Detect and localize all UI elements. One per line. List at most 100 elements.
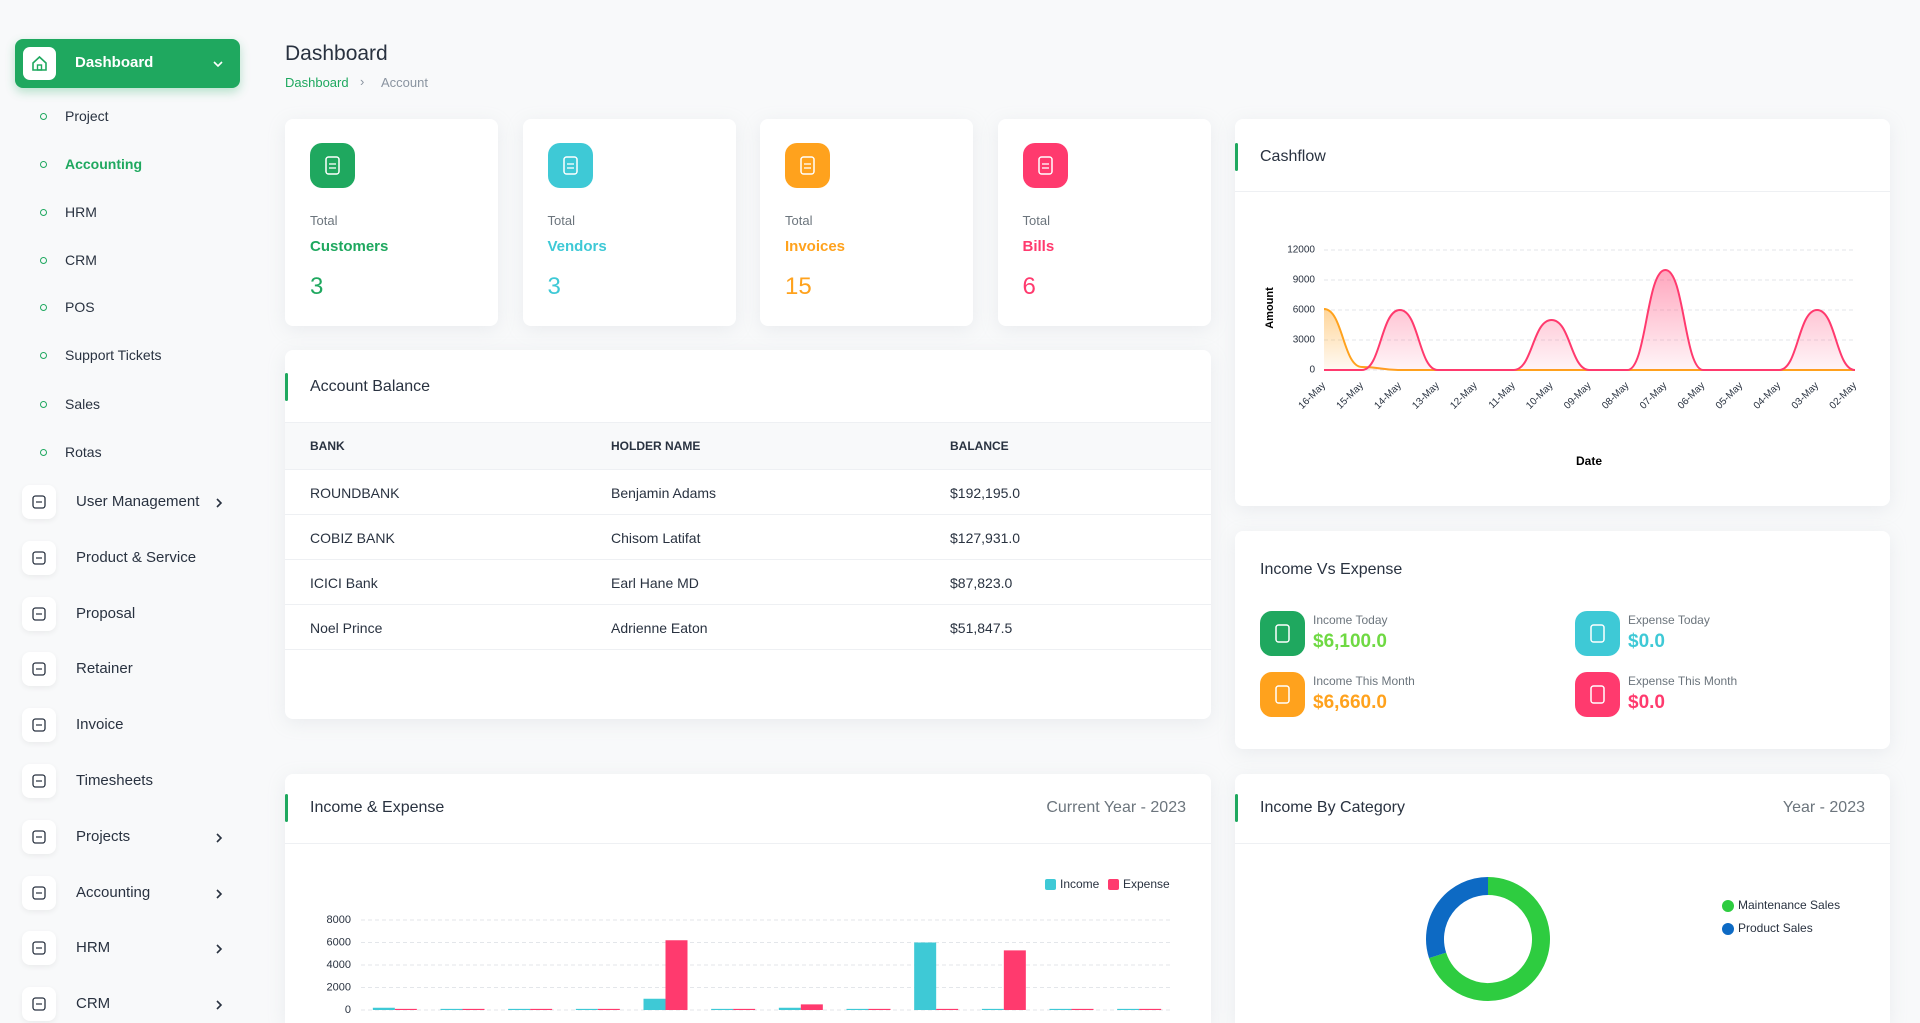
nav-item[interactable]: Timesheets [22, 764, 240, 798]
breadcrumb-link[interactable]: Dashboard [285, 75, 349, 90]
nav-sub-item[interactable]: Accounting [30, 152, 230, 176]
nav-bullet [40, 304, 47, 311]
nav-item[interactable]: Projects [22, 819, 240, 854]
bar [575, 1008, 598, 1010]
card-title: Cashflow [1260, 148, 1326, 165]
nav-sub-item[interactable]: CRM [30, 248, 230, 272]
card-title: Account Balance [310, 378, 431, 395]
bar [711, 1008, 734, 1010]
chevron [213, 61, 223, 68]
donut-segment [1426, 877, 1489, 959]
y-tick-label: 2000 [327, 981, 351, 993]
stat-value: 15 [785, 273, 812, 300]
bar [936, 1008, 959, 1010]
nav-label: Project [65, 108, 109, 124]
x-tick-label: 04-May [1752, 380, 1783, 411]
bar [665, 940, 688, 1010]
nav-item[interactable]: CRM [22, 987, 240, 1022]
card-divider [285, 843, 1211, 844]
icon-shape [1037, 156, 1053, 175]
nav-item[interactable]: Proposal [22, 596, 240, 631]
nav-sub-item[interactable]: Sales [30, 392, 230, 416]
icon-shape [1590, 685, 1605, 704]
legend-swatch [1045, 879, 1056, 890]
stat-label: Total [547, 213, 575, 228]
nav-label: Invoice [76, 716, 124, 734]
icon [1590, 685, 1605, 704]
chevron-line [216, 1000, 223, 1010]
y-tick-label: 3000 [1293, 335, 1316, 346]
nav-item[interactable]: HRM [22, 931, 240, 966]
nav-sub-item[interactable]: Support Tickets [30, 343, 230, 367]
table-cell: Adrienne Eaton [611, 620, 708, 636]
nav-sub-item[interactable]: HRM [30, 200, 230, 224]
y-tick-label: 6000 [1293, 305, 1316, 316]
stat-value: 3 [547, 273, 561, 300]
stat-card: Total Invoices 15 [760, 119, 973, 326]
legend-swatch [1108, 879, 1119, 890]
nav-sub-item[interactable]: Project [30, 104, 230, 128]
summary-label: Income This Month [1313, 674, 1415, 688]
card-subtitle: Year - 2023 [1782, 799, 1865, 816]
icon [32, 495, 46, 509]
nav-item[interactable]: Product & Service [22, 540, 240, 575]
summary-icon [1575, 611, 1620, 656]
bar [800, 1004, 823, 1010]
bar [1003, 950, 1026, 1010]
nav-active[interactable]: Dashboard [15, 39, 240, 88]
account-balance-card: Account Balance BANK HOLDER NAME BALANCE RO… [285, 350, 1211, 719]
cashflow-card: Cashflow Amount Date 0 3000 6000 9000 12000 1… [1235, 119, 1890, 506]
nav-item[interactable]: Accounting [22, 875, 240, 910]
chevron-line [216, 833, 223, 843]
column-header: HOLDER NAME [611, 439, 701, 453]
summary-value: $0.0 [1628, 692, 1665, 713]
card-divider [1235, 191, 1890, 192]
icon-shape [1275, 624, 1290, 643]
nav-bullet [40, 257, 47, 264]
nav-icon [23, 47, 56, 80]
nav-item[interactable]: User Management [22, 485, 240, 519]
nav-icon [22, 875, 56, 910]
x-tick-label: 07-May [1638, 380, 1669, 411]
y-tick-label: 0 [345, 1004, 351, 1016]
chevron-line [216, 498, 223, 508]
nav-item[interactable]: Retainer [22, 652, 240, 687]
card-accent [1235, 143, 1238, 171]
bar [394, 1008, 417, 1010]
x-tick-label: 12-May [1448, 380, 1479, 411]
nav-label: Proposal [76, 604, 136, 622]
income-vs-expense-card: Income Vs Expense Income Today $6,100.0 Ex… [1235, 531, 1890, 749]
nav-label: Retainer [76, 660, 133, 678]
icon-shape [32, 997, 46, 1011]
x-tick-label: 05-May [1714, 380, 1745, 411]
card-title: Income By Category [1260, 799, 1405, 816]
stat-icon [547, 143, 593, 188]
bar [440, 1008, 463, 1010]
nav-sub-item[interactable]: POS [30, 295, 230, 319]
bar [846, 1008, 869, 1010]
x-tick-label: 08-May [1600, 380, 1631, 411]
table-cell: ICICI Bank [310, 575, 378, 591]
nav-sub-item[interactable]: Rotas [30, 440, 230, 464]
icon [1590, 624, 1605, 643]
table-row [285, 470, 1211, 515]
bar [981, 1008, 1004, 1010]
nav-item[interactable]: Invoice [22, 708, 240, 743]
stat-label: Total [785, 213, 813, 228]
icon-shape [1590, 624, 1605, 643]
summary-icon [1260, 611, 1305, 656]
x-tick-label: 16-May [1297, 380, 1328, 411]
summary-label: Income Today [1313, 613, 1388, 627]
nav-bullet [40, 161, 47, 168]
income-expense-chart: 0 2000 4000 6000 8000 Income Expense [327, 877, 1173, 1016]
y-tick-label: 6000 [327, 936, 351, 948]
legend-swatch [1722, 900, 1734, 912]
chevron-line [216, 944, 223, 954]
income-expense-card: Income & Expense Current Year - 2023 0 20… [285, 774, 1211, 1023]
nav-icon [22, 485, 56, 519]
card-title: Income Vs Expense [1260, 561, 1403, 578]
icon [32, 830, 46, 844]
stat-name: Bills [1022, 238, 1055, 255]
cashflow-chart: Amount Date 0 3000 6000 9000 12000 16-May 15-M… [1264, 245, 1859, 469]
nav-icon [22, 987, 56, 1022]
